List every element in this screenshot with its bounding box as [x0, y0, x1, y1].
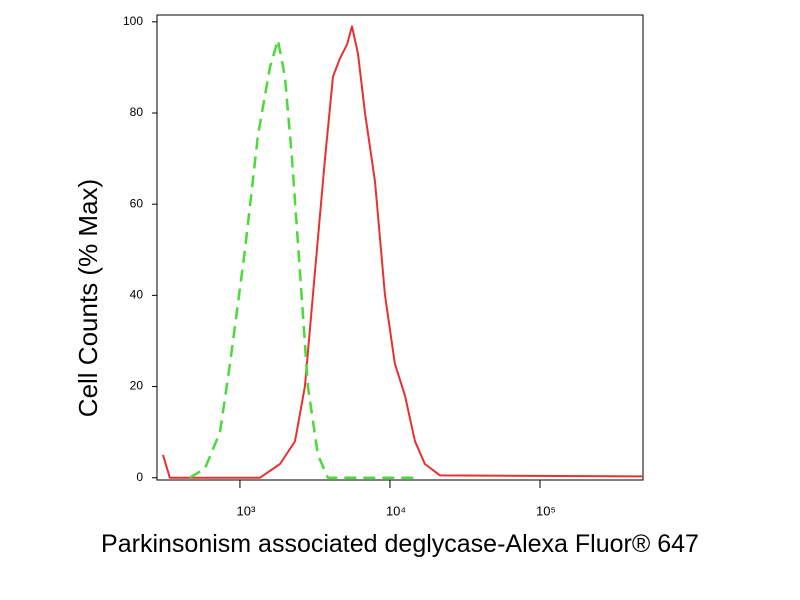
- x-tick-label: 10³: [237, 503, 256, 518]
- y-axis-label: Cell Counts (% Max): [73, 179, 103, 417]
- y-tick-label: 60: [130, 196, 144, 210]
- x-tick-label: 10⁴: [386, 503, 406, 518]
- x-axis-label: Parkinsonism associated deglycase-Alexa …: [101, 530, 699, 558]
- x-tick-label: 10⁵: [536, 503, 556, 518]
- y-tick-label: 40: [130, 288, 144, 302]
- y-tick-label: 100: [123, 14, 143, 28]
- series-line: [162, 25, 644, 479]
- y-tick-label: 0: [136, 470, 143, 484]
- y-tick-label: 80: [130, 105, 144, 119]
- y-tick-label: 20: [130, 379, 144, 393]
- series-line: [189, 38, 420, 479]
- plot-frame: [156, 14, 644, 481]
